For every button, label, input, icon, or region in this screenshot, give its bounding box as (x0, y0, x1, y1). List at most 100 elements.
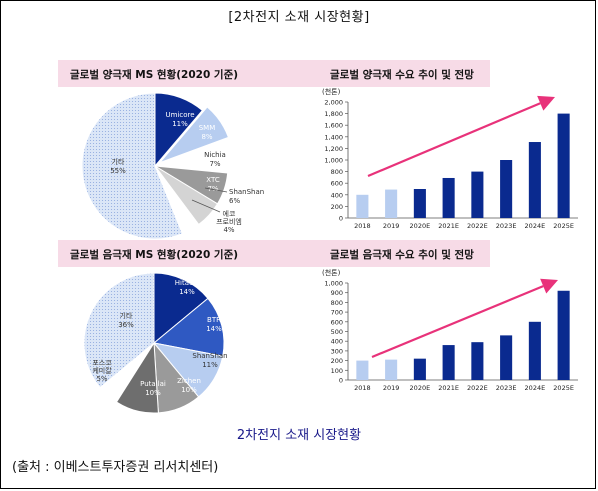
pie-label-name: Hitachi (175, 279, 200, 287)
x-tick-label: 2019 (383, 222, 400, 230)
pie-slice-item (94, 347, 150, 409)
y-tick-label: 400 (331, 338, 343, 346)
pie-label-name: 케미칼 (92, 366, 112, 375)
pie-label-name: ShanShan (229, 188, 264, 196)
bar-2018 (356, 194, 369, 218)
pie-slice-smm (158, 106, 230, 164)
bar-2020e (413, 358, 426, 380)
trend-arrow-head (537, 95, 555, 111)
y-tick-label: 1,200 (324, 145, 343, 153)
unit-label: (천톤) (322, 87, 341, 96)
pie-label-value: 14% (206, 325, 222, 333)
x-tick-label: 2023E (496, 222, 517, 230)
x-tick-label: 2021E (438, 384, 459, 392)
bar-2019 (385, 359, 398, 380)
pie-label-name: 기타 (120, 311, 133, 320)
pie-label-value: 6% (229, 197, 240, 205)
anode-share-pie-chart: Hitachi14%BTR14%ShanShan11%Zichen10%Puta… (83, 272, 228, 414)
pie-slice-item (81, 92, 184, 240)
page-title: [2차전지 소재 시장현황] (228, 10, 370, 25)
y-tick-label: 2,000 (324, 99, 343, 107)
y-tick-label: 700 (331, 309, 343, 317)
top-panel-header: 글로벌 양극재 MS 현황(2020 기준) 글로벌 양극재 수요 추이 및 전… (58, 60, 490, 87)
y-tick-label: 1,000 (324, 157, 343, 165)
y-tick-label: 1,000 (324, 280, 343, 288)
x-tick-label: 2025E (553, 222, 574, 230)
pie-label-name: 포스코 (92, 359, 112, 367)
bar-2023e (500, 335, 513, 380)
pie-label-name: SMM (199, 124, 216, 132)
pie-label-name: ShanShan (192, 352, 227, 360)
cathode-share-title: 글로벌 양극재 MS 현황(2020 기준) (70, 69, 239, 81)
y-tick-label: 100 (331, 367, 343, 375)
y-tick-label: 600 (331, 318, 343, 326)
pie-label-name: BTR (207, 316, 221, 324)
pie-label-value: 5% (96, 375, 107, 383)
x-tick-label: 2023E (496, 384, 517, 392)
x-tick-label: 2025E (553, 384, 574, 392)
leader-line-item (191, 199, 221, 213)
bar-2025e (557, 113, 570, 218)
bar-2022e (471, 342, 484, 380)
pie-label-name: Putailai (140, 380, 166, 388)
bar-2023e (500, 160, 513, 218)
x-tick-label: 2018 (354, 384, 371, 392)
trend-arrow-head (540, 278, 558, 294)
unit-label: (천톤) (322, 268, 341, 277)
y-tick-label: 400 (331, 191, 343, 199)
y-tick-label: 1,400 (324, 133, 343, 141)
y-tick-label: 200 (331, 203, 343, 211)
x-tick-label: 2024E (525, 222, 546, 230)
pie-label-value: 11% (202, 361, 218, 369)
pie-label-value: 11% (172, 120, 188, 128)
y-tick-label: 300 (331, 347, 343, 355)
cathode-demand-bar-chart: (천톤) 0 200 400 600 800 1,000 1,200 1,400 1,600 1,8… (322, 87, 578, 230)
pie-slice-item (83, 272, 155, 389)
y-tick-label: 600 (331, 180, 343, 188)
y-tick-label: 800 (331, 168, 343, 176)
pie-slice-btr (152, 297, 225, 357)
trend-arrow-line (367, 102, 541, 178)
pie-label-name: XTC (206, 176, 220, 184)
pie-label-name: Umicore (165, 111, 194, 119)
x-tick-label: 2019 (383, 384, 400, 392)
source-note: (출처 : 이베스트투자증권 리서치센터) (12, 460, 219, 475)
y-tick-label: 900 (331, 289, 343, 297)
y-tick-label: 0 (339, 377, 343, 385)
y-tick-label: 800 (331, 299, 343, 307)
pie-label-name: 프로비엠 (216, 217, 242, 226)
pie-label-value: 36% (118, 321, 134, 329)
x-tick-label: 2021E (438, 222, 459, 230)
pie-label-value: 14% (179, 288, 195, 296)
x-tick-label: 2024E (525, 384, 546, 392)
pie-label-name: 에코 (223, 209, 236, 218)
pie-label-value: 7% (209, 160, 220, 168)
x-tick-label: 2020E (410, 222, 431, 230)
bottom-panel-header: 글로벌 음극재 MS 현황(2020 기준) 글로벌 음극재 수요 추이 및 전… (58, 240, 490, 267)
y-tick-label: 500 (331, 328, 343, 336)
bar-2021e (442, 345, 455, 380)
bar-2025e (557, 290, 570, 380)
pie-label-value: 4% (223, 226, 234, 234)
pie-label-name: Zichen (177, 377, 201, 385)
bar-2018 (356, 360, 369, 380)
y-tick-label: 200 (331, 357, 343, 365)
pie-label-value: 10% (145, 389, 161, 397)
bar-2019 (385, 189, 398, 218)
pie-label-name: 기타 (112, 157, 125, 166)
y-tick-label: 1,600 (324, 122, 343, 130)
anode-demand-title: 글로벌 음극재 수요 추이 및 전망 (330, 249, 474, 261)
bar-2020e (413, 189, 426, 218)
